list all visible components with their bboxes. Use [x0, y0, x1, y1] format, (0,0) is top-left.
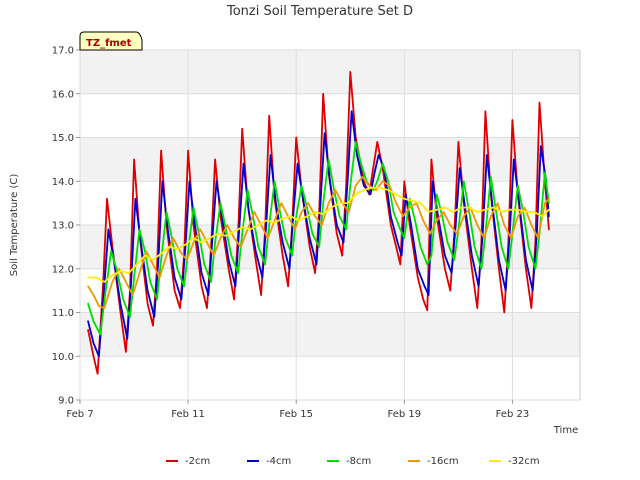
legend-label: -2cm: [185, 456, 210, 467]
annotation-label: TZ_fmet: [86, 38, 132, 49]
series-lines: [87, 71, 550, 375]
y-tick-label: 13.0: [52, 221, 74, 232]
legend-label: -32cm: [508, 456, 540, 467]
legend-item: -4cm: [247, 456, 291, 467]
series-line-16cmcm-depth: [87, 176, 550, 309]
chart-title: Tonzi Soil Temperature Set D: [226, 4, 413, 19]
y-tick-label: 10.0: [52, 352, 74, 363]
legend-item: -32cm: [489, 456, 540, 467]
y-axis-label: Soil Temperature (C): [9, 174, 20, 277]
plot-band: [80, 312, 580, 357]
x-axis-ticks: Feb 7 Feb 11 Feb 15 Feb 19 Feb 23: [66, 400, 529, 420]
plot-band: [80, 225, 580, 269]
y-tick-label: 11.0: [52, 308, 74, 319]
annotation-badge: TZ_fmet: [79, 31, 143, 51]
y-axis-ticks: 9.0 10.0 11.0 12.0 13.0 14.0 15.0 16.0 17.0: [52, 46, 80, 407]
plot-background: [79, 49, 581, 401]
legend-label: -4cm: [266, 456, 291, 467]
y-tick-label: 12.0: [52, 264, 74, 275]
y-tick-label: 17.0: [52, 46, 74, 57]
legend-item: -2cm: [166, 456, 210, 467]
x-tick-label: Feb 19: [388, 409, 422, 420]
legend-label: -8cm: [346, 456, 371, 467]
plot-band: [80, 268, 580, 313]
legend-item: -8cm: [327, 456, 371, 467]
annotation-box: [79, 31, 143, 51]
plot-band: [80, 93, 580, 138]
series-line-4cmcm-depth: [87, 110, 550, 358]
x-axis-label: Time: [553, 425, 578, 436]
y-tick-label: 16.0: [52, 89, 74, 100]
x-tick-label: Feb 7: [66, 409, 93, 420]
legend-item: -16cm: [408, 456, 459, 467]
plot-band: [80, 50, 580, 94]
x-tick-label: Feb 11: [171, 409, 205, 420]
y-tick-label: 9.0: [58, 396, 74, 407]
series-line-32cmcm-depth: [87, 186, 550, 283]
plot-band: [80, 356, 580, 400]
y-tick-label: 15.0: [52, 133, 74, 144]
y-tick-label: 14.0: [52, 177, 74, 188]
x-tick-label: Feb 23: [496, 409, 530, 420]
legend: -2cm -4cm -8cm -16cm -32cm: [166, 456, 540, 467]
legend-label: -16cm: [427, 456, 459, 467]
x-tick-label: Feb 15: [279, 409, 313, 420]
